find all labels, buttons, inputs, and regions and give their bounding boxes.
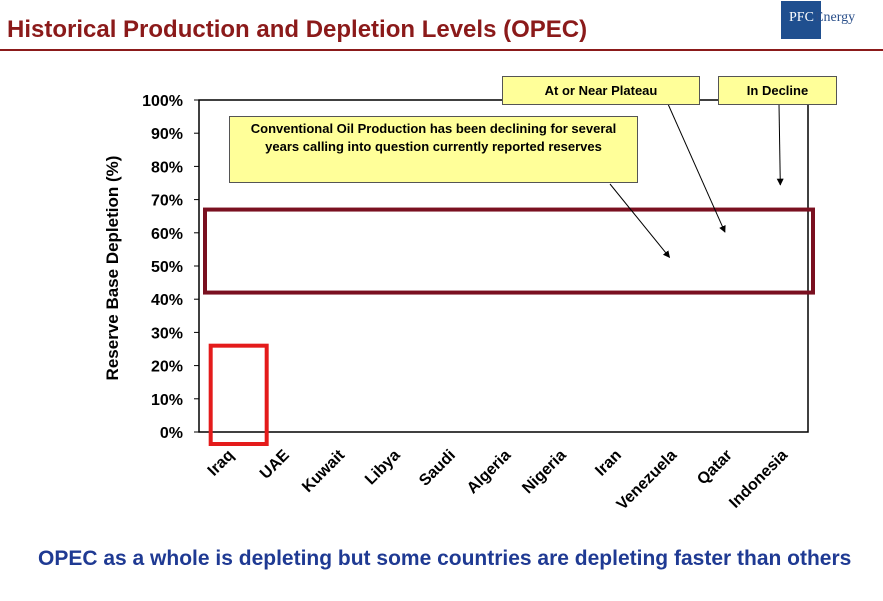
x-tick-label: Qatar xyxy=(694,447,736,489)
y-tick-label: 10% xyxy=(151,392,183,409)
y-tick-label: 50% xyxy=(151,259,183,276)
y-tick-labels: 0% 10% 20% 30% 40% 50% 60% 70% 80% 90% 100% xyxy=(142,93,183,442)
footer-statement: OPEC as a whole is depleting but some co… xyxy=(38,547,852,570)
y-tick-label: 20% xyxy=(151,359,183,376)
arrow-main-to-venezuela xyxy=(609,183,671,258)
x-tick-label: Nigeria xyxy=(519,447,569,497)
x-tick-label: Kuwait xyxy=(299,446,349,496)
x-tick-label: Algeria xyxy=(464,447,514,497)
x-tick-label: Saudi xyxy=(416,447,459,490)
y-axis-label: Reserve Base Depletion (%) xyxy=(103,156,122,381)
y-tick-label: 40% xyxy=(151,292,183,309)
y-tick-label: 90% xyxy=(151,126,183,143)
logo-box xyxy=(781,1,821,39)
arrow-plateau-to-qatar xyxy=(667,103,726,233)
arrow-decline-to-indonesia xyxy=(776,103,784,186)
callout-plateau: At or Near Plateau xyxy=(502,76,700,105)
y-tick-label: 70% xyxy=(151,193,183,210)
callout-main: Conventional Oil Production has been dec… xyxy=(229,116,638,183)
plateau-band xyxy=(203,207,815,295)
title-divider xyxy=(0,49,883,51)
x-tick-label: Iraq xyxy=(205,447,238,480)
highlight-shapes xyxy=(203,207,815,446)
y-tick-label: 80% xyxy=(151,159,183,176)
x-tick-label: Indonesia xyxy=(726,447,791,512)
page-title: Historical Production and Depletion Leve… xyxy=(7,16,588,43)
logo-text: PFCEnergy xyxy=(789,10,856,25)
y-tick-label: 0% xyxy=(160,425,183,442)
x-tick-label: UAE xyxy=(257,447,293,483)
pfc-energy-logo: PFCEnergy xyxy=(781,1,868,39)
y-tick-label: 30% xyxy=(151,325,183,342)
callout-arrows xyxy=(609,103,784,258)
x-tick-label: Venezuela xyxy=(614,447,681,514)
x-tick-label: Iran xyxy=(592,447,625,480)
iraq-highlight-box xyxy=(208,343,269,446)
y-tick-label: 60% xyxy=(151,226,183,243)
x-tick-label: Libya xyxy=(362,447,404,489)
y-tick-label: 100% xyxy=(142,93,183,110)
callout-decline: In Decline xyxy=(718,76,837,105)
x-tick-labels: Iraq UAE Kuwait Libya Saudi Algeria Nigeria Ira… xyxy=(205,446,791,513)
